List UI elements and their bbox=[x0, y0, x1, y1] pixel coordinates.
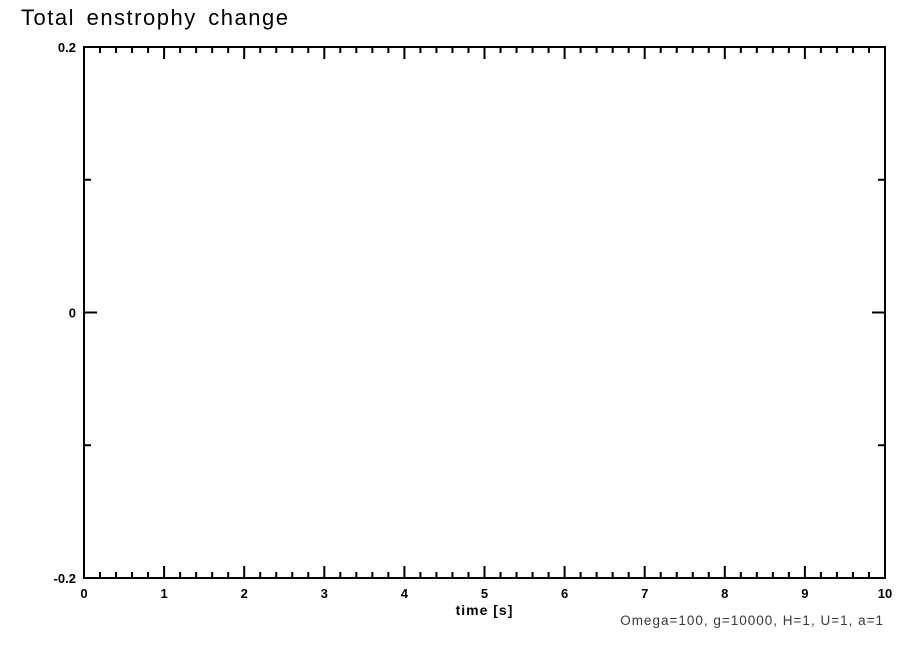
x-tick-label: 8 bbox=[721, 586, 728, 601]
x-axis-label: time [s] bbox=[455, 602, 514, 618]
x-tick-label: 5 bbox=[481, 586, 488, 601]
x-tick-label: 10 bbox=[878, 586, 892, 601]
x-tick-label: 9 bbox=[801, 586, 808, 601]
x-tick-label: 3 bbox=[321, 586, 328, 601]
y-tick-label: 0 bbox=[69, 306, 76, 321]
x-tick-label: 2 bbox=[241, 586, 248, 601]
axis-frame-and-ticks bbox=[83, 46, 886, 579]
x-tick-label: 6 bbox=[561, 586, 568, 601]
axis-frame-and-ticks bbox=[83, 46, 886, 579]
y-tick-label: -0.2 bbox=[54, 571, 76, 586]
y-tick-label: 0.2 bbox=[58, 40, 76, 55]
x-tick-label: 1 bbox=[160, 586, 167, 601]
x-tick-label: 0 bbox=[80, 586, 87, 601]
x-tick-label: 7 bbox=[641, 586, 648, 601]
chart-title: Total enstrophy change bbox=[21, 5, 290, 30]
parameters-annotation: Omega=100, g=10000, H=1, U=1, a=1 bbox=[620, 613, 884, 628]
x-tick-label: 4 bbox=[401, 586, 409, 601]
